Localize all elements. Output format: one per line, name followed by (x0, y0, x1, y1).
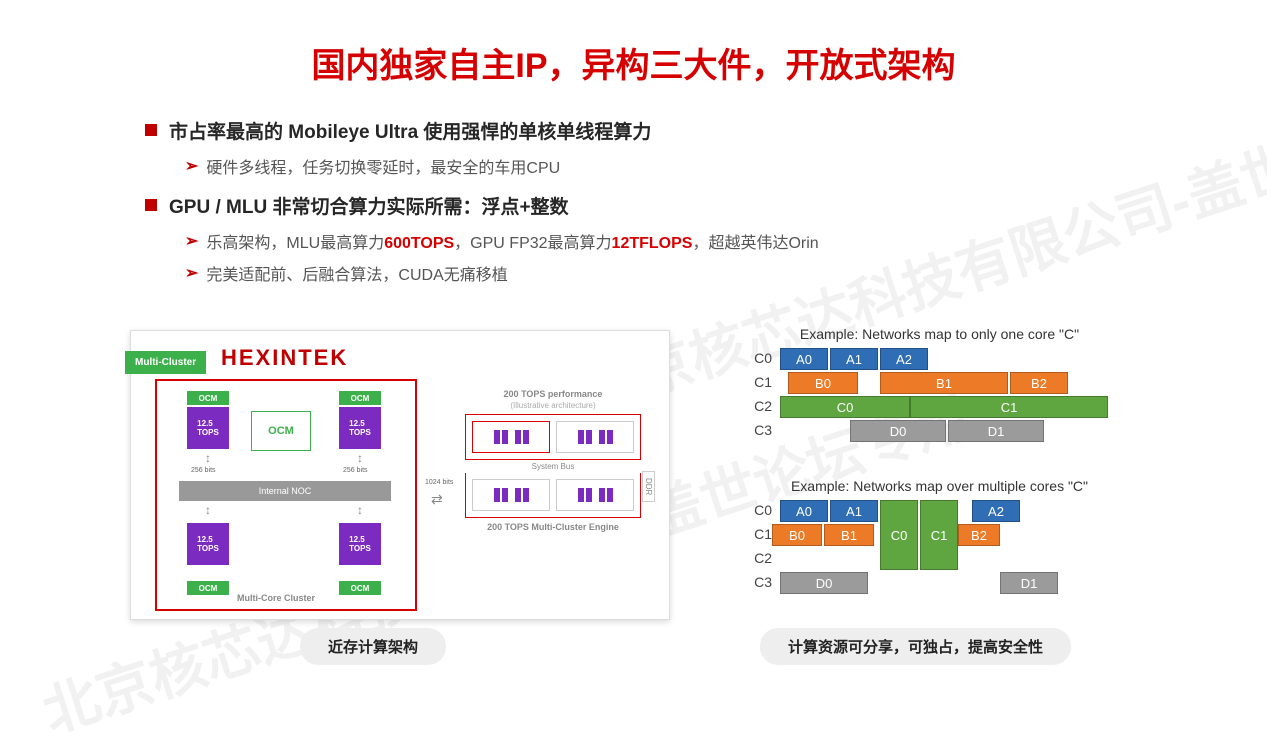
bullet-1-sub-1: ➢ 硬件多线程，任务切换零延时，最安全的车用CPU (185, 154, 1267, 178)
sub-text: 硬件多线程，任务切换零延时，最安全的车用CPU (206, 154, 560, 178)
row-label: C0 (742, 350, 772, 366)
ddr-label: DDR (642, 471, 655, 502)
rc-sub: (Illustrative architecture) (465, 401, 641, 410)
right-cluster-engine: 200 TOPS performance (Illustrative archi… (465, 389, 641, 589)
task-bar: A2 (972, 500, 1020, 522)
bullet-1: 市占率最高的 Mobileye Ultra 使用强悍的单核单线程算力 (145, 117, 1267, 144)
tops-unit: 12.5 TOPS (187, 407, 229, 449)
chevron-icon: ➢ (185, 156, 198, 176)
task-bar: C1 (910, 396, 1108, 418)
row-label: C2 (742, 398, 772, 414)
mini-cluster (472, 479, 550, 511)
mini-cluster (472, 421, 550, 453)
task-bar-tall: C1 (920, 500, 958, 570)
task-bar: B0 (788, 372, 858, 394)
ocm-label: OCM (187, 581, 229, 595)
right-diagram: Example: Networks map to only one core "… (742, 326, 1137, 630)
arrow-icon: ↕ (205, 451, 213, 465)
row-label: C0 (742, 502, 772, 518)
ocm-label: OCM (339, 581, 381, 595)
task-bar-tall: C0 (880, 500, 918, 570)
task-bar: D0 (780, 572, 868, 594)
task-bar: D1 (948, 420, 1044, 442)
task-bar: A0 (780, 348, 828, 370)
bullet-square-icon (145, 199, 157, 211)
tops-unit: 12.5 TOPS (339, 523, 381, 565)
arrow-icon: ↕ (205, 503, 213, 517)
task-bar: B1 (824, 524, 874, 546)
row-label: C3 (742, 422, 772, 438)
rc-title: 200 TOPS performance (465, 389, 641, 399)
task-bar: A0 (780, 500, 828, 522)
mini-cluster (556, 479, 634, 511)
rc-bottom-label: 200 TOPS Multi-Cluster Engine (465, 522, 641, 532)
right-caption: 计算资源可分享，可独占，提高安全性 (760, 628, 1071, 665)
arrow-icon: ⇄ (431, 491, 443, 508)
row-label: C1 (742, 526, 772, 542)
brand-logo: HEXINTEK (221, 345, 348, 371)
task-bar: D0 (850, 420, 946, 442)
mini-grid-bottom (465, 473, 641, 518)
bullet-list: 市占率最高的 Mobileye Ultra 使用强悍的单核单线程算力 ➢ 硬件多… (145, 117, 1267, 285)
left-caption: 近存计算架构 (300, 628, 446, 665)
bullet-2-text: GPU / MLU 非常切合算力实际所需：浮点+整数 (169, 192, 569, 219)
task-bar: B2 (958, 524, 1000, 546)
bullet-2-sub-2: ➢ 完美适配前、后融合算法，CUDA无痛移植 (185, 261, 1267, 285)
row-label: C3 (742, 574, 772, 590)
internal-noc: Internal NOC (179, 481, 391, 501)
arrow-icon: ↕ (357, 503, 365, 517)
schedule-2: C0C1C2C3A0A1A2B0B1B2D0D1C0C1 (742, 500, 1137, 610)
ocm-label: OCM (339, 391, 381, 405)
sub-text: 乐高架构，MLU最高算力600TOPS，GPU FP32最高算力12TFLOPS… (206, 229, 818, 253)
task-bar: D1 (1000, 572, 1058, 594)
system-bus-label: System Bus (465, 460, 641, 473)
row-label: C2 (742, 550, 772, 566)
task-bar: B0 (772, 524, 822, 546)
left-diagram: Multi-Cluster HEXINTEK OCM 12.5 TOPS OCM… (130, 330, 670, 620)
bits-label: 1024 bits (425, 479, 453, 486)
slide-title: 国内独家自主IP，异构三大件，开放式架构 (0, 0, 1267, 87)
ocm-label: OCM (187, 391, 229, 405)
task-bar: C0 (780, 396, 910, 418)
sub-text: 完美适配前、后融合算法，CUDA无痛移植 (206, 261, 507, 285)
example-2-title: Example: Networks map over multiple core… (742, 478, 1137, 494)
chevron-icon: ➢ (185, 263, 198, 283)
task-bar: A2 (880, 348, 928, 370)
tops-unit: 12.5 TOPS (339, 407, 381, 449)
example-1-title: Example: Networks map to only one core "… (742, 326, 1137, 342)
tops-unit: 12.5 TOPS (187, 523, 229, 565)
schedule-1: C0C1C2C3A0A1A2B0B1B2C0C1D0D1 (742, 348, 1137, 458)
mini-cluster (556, 421, 634, 453)
task-bar: A1 (830, 500, 878, 522)
multi-core-cluster-box: OCM 12.5 TOPS OCM 12.5 TOPS OCM Internal… (155, 379, 417, 611)
task-bar: B2 (1010, 372, 1068, 394)
mini-grid-top (465, 414, 641, 460)
bullet-2: GPU / MLU 非常切合算力实际所需：浮点+整数 (145, 192, 1267, 219)
bullet-2-sub-1: ➢ 乐高架构，MLU最高算力600TOPS，GPU FP32最高算力12TFLO… (185, 229, 1267, 253)
mcc-label: Multi-Core Cluster (237, 593, 315, 603)
task-bar: A1 (830, 348, 878, 370)
bullet-square-icon (145, 124, 157, 136)
bits-label: 256 bits (191, 467, 216, 474)
chevron-icon: ➢ (185, 231, 198, 251)
task-bar: B1 (880, 372, 1008, 394)
bits-label: 256 bits (343, 467, 368, 474)
ocm-center: OCM (251, 411, 311, 451)
row-label: C1 (742, 374, 772, 390)
bullet-1-text: 市占率最高的 Mobileye Ultra 使用强悍的单核单线程算力 (169, 117, 651, 144)
arrow-icon: ↕ (357, 451, 365, 465)
multi-cluster-badge: Multi-Cluster (125, 351, 206, 374)
